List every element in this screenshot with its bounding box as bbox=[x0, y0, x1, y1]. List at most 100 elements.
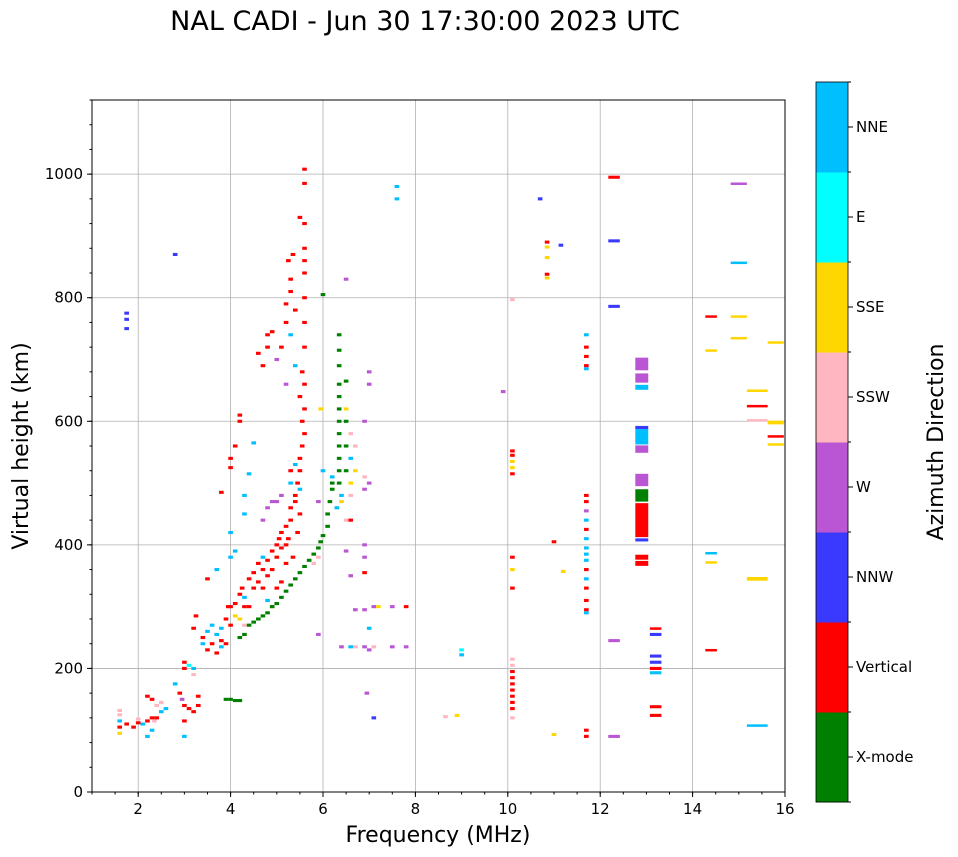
point-vertical bbox=[265, 345, 270, 349]
point-sse bbox=[510, 568, 515, 572]
point-vertical bbox=[228, 623, 233, 627]
point-x-mode bbox=[336, 348, 342, 352]
point-vertical bbox=[228, 456, 233, 460]
point-w bbox=[269, 500, 275, 504]
point-nne bbox=[584, 546, 589, 550]
point-vertical bbox=[302, 407, 307, 411]
point-ssw bbox=[191, 673, 196, 677]
point-w bbox=[316, 500, 321, 504]
point-ssw bbox=[117, 708, 123, 712]
point-nne bbox=[191, 666, 196, 670]
point-vertical bbox=[251, 586, 257, 590]
point-nnw bbox=[635, 538, 649, 542]
point-w bbox=[260, 518, 266, 522]
point-nnw bbox=[608, 239, 620, 243]
point-x-mode bbox=[343, 419, 349, 423]
point-vertical bbox=[551, 540, 557, 544]
point-vertical bbox=[302, 432, 307, 436]
point-vertical bbox=[584, 586, 589, 590]
point-w bbox=[316, 632, 321, 636]
point-vertical bbox=[209, 642, 215, 646]
point-ssw bbox=[371, 645, 377, 649]
point-vertical bbox=[283, 320, 289, 324]
point-vertical bbox=[279, 530, 284, 535]
point-vertical bbox=[297, 469, 303, 473]
point-ssw bbox=[510, 716, 515, 720]
point-ssw bbox=[510, 298, 515, 302]
point-nne bbox=[348, 645, 354, 649]
point-vertical bbox=[635, 503, 649, 538]
point-ssw bbox=[353, 645, 358, 649]
point-nne bbox=[584, 577, 589, 581]
point-sse bbox=[232, 614, 238, 618]
point-vertical bbox=[295, 481, 300, 485]
point-x-mode bbox=[297, 571, 303, 575]
point-sse bbox=[551, 732, 557, 737]
point-vertical bbox=[584, 734, 589, 738]
point-vertical bbox=[177, 691, 183, 695]
point-vertical bbox=[228, 466, 233, 470]
point-vertical bbox=[193, 614, 199, 618]
point-vertical bbox=[302, 345, 307, 349]
point-nnw bbox=[558, 243, 564, 247]
point-vertical bbox=[260, 568, 266, 572]
point-x-mode bbox=[325, 512, 330, 516]
point-vertical bbox=[302, 259, 307, 263]
point-vertical bbox=[232, 444, 238, 448]
point-x-mode bbox=[329, 487, 335, 491]
point-vertical bbox=[635, 554, 649, 560]
point-w bbox=[362, 608, 367, 612]
point-nne bbox=[394, 197, 400, 201]
point-sse bbox=[348, 481, 354, 485]
point-sse bbox=[339, 500, 344, 504]
point-nne bbox=[228, 530, 233, 535]
point-vertical bbox=[274, 586, 280, 590]
point-x-mode bbox=[237, 699, 243, 703]
point-nne bbox=[288, 481, 293, 485]
point-nnw bbox=[124, 327, 129, 331]
point-w bbox=[339, 645, 344, 649]
point-nne bbox=[705, 551, 717, 555]
point-x-mode bbox=[292, 577, 298, 581]
point-vertical bbox=[219, 639, 224, 643]
point-vertical bbox=[299, 444, 305, 448]
colorbar-tick-label: Vertical bbox=[856, 658, 912, 676]
point-nne bbox=[242, 493, 247, 497]
point-nne bbox=[635, 384, 649, 390]
point-nne bbox=[584, 552, 589, 556]
colorbar-segment-sse bbox=[816, 262, 848, 353]
point-w bbox=[274, 357, 280, 362]
point-x-mode bbox=[223, 697, 229, 701]
point-nne bbox=[205, 629, 210, 633]
point-sse bbox=[454, 713, 460, 717]
point-vertical bbox=[205, 577, 210, 581]
point-sse bbox=[767, 420, 784, 425]
grid-lines bbox=[92, 100, 786, 793]
point-vertical bbox=[182, 719, 187, 723]
point-vertical bbox=[510, 707, 515, 711]
point-sse bbox=[746, 389, 768, 392]
point-x-mode bbox=[288, 583, 293, 587]
point-vertical bbox=[265, 574, 270, 578]
point-ssw bbox=[242, 623, 247, 627]
point-vertical bbox=[182, 666, 187, 670]
point-x-mode bbox=[336, 432, 342, 436]
point-nne bbox=[219, 626, 224, 630]
point-vertical bbox=[288, 277, 293, 281]
point-vertical bbox=[584, 354, 589, 358]
point-vertical bbox=[302, 181, 307, 185]
point-nne bbox=[117, 719, 123, 723]
point-x-mode bbox=[251, 620, 257, 624]
point-vertical bbox=[297, 215, 303, 219]
point-nne bbox=[265, 598, 270, 603]
point-vertical bbox=[274, 555, 280, 559]
point-nne bbox=[329, 475, 335, 479]
point-vertical bbox=[237, 413, 243, 417]
point-x-mode bbox=[228, 697, 233, 701]
point-w bbox=[366, 370, 372, 374]
point-ssw bbox=[152, 719, 157, 723]
point-sse bbox=[353, 469, 358, 473]
point-nnw bbox=[537, 197, 543, 201]
point-x-mode bbox=[343, 469, 349, 473]
point-vertical bbox=[510, 453, 515, 457]
